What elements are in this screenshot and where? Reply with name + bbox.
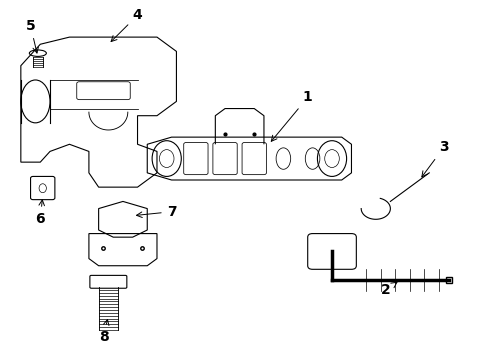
Text: 1: 1 bbox=[271, 90, 312, 141]
Text: 7: 7 bbox=[136, 205, 176, 219]
Text: 8: 8 bbox=[99, 320, 109, 344]
Text: 5: 5 bbox=[26, 19, 39, 53]
Text: 4: 4 bbox=[111, 8, 142, 41]
Text: 3: 3 bbox=[421, 140, 447, 177]
Text: 2: 2 bbox=[380, 282, 396, 297]
Text: 6: 6 bbox=[35, 200, 45, 226]
